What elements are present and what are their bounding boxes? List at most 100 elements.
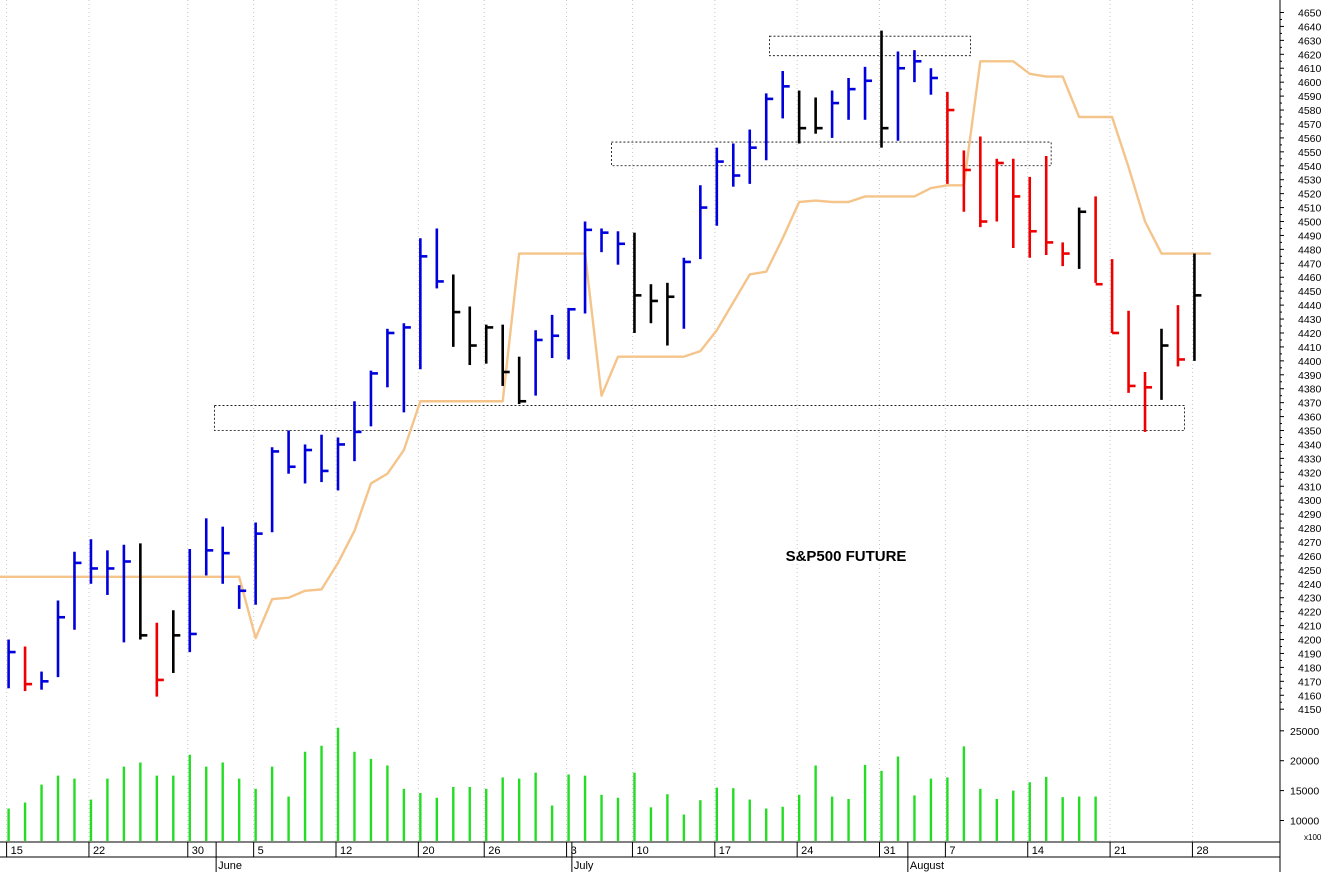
price-bar	[451, 274, 461, 347]
price-bar	[89, 539, 98, 584]
price-tick-label: 4490	[1298, 230, 1322, 242]
day-tick-label: 24	[801, 845, 813, 857]
price-bar	[73, 551, 82, 630]
price-tick-label: 4180	[1298, 662, 1322, 674]
price-bar	[633, 232, 642, 333]
day-tick-label: 3	[571, 845, 577, 857]
day-tick-label: 15	[11, 845, 23, 857]
price-tick-label: 4210	[1298, 621, 1322, 633]
price-tick-label: 4170	[1298, 676, 1322, 688]
price-bar	[814, 97, 823, 134]
price-bar	[616, 231, 625, 265]
day-tick-label: 17	[719, 845, 731, 857]
day-tick-label: 28	[1196, 845, 1208, 857]
moving-average-path	[0, 60, 1211, 640]
price-tick-label: 4420	[1298, 328, 1322, 340]
price-bar	[1044, 156, 1054, 255]
day-tick-label: 10	[636, 845, 648, 857]
price-tick-label: 4270	[1298, 537, 1322, 549]
price-bar	[847, 77, 856, 120]
price-tick-label: 4500	[1298, 217, 1322, 229]
price-bar	[1077, 207, 1087, 269]
volume-tick-label: 15000	[1290, 786, 1319, 798]
price-tick-label: 4320	[1298, 467, 1322, 479]
price-tick-label: 4150	[1298, 704, 1322, 716]
price-bar	[155, 622, 164, 697]
price-bar	[386, 328, 395, 388]
price-tick-label: 4290	[1298, 509, 1322, 521]
price-bar	[122, 544, 131, 643]
price-bar	[682, 257, 691, 329]
price-bar	[336, 437, 345, 491]
day-tick-label: 14	[1032, 845, 1044, 857]
price-bar	[468, 306, 477, 366]
price-bar	[699, 185, 708, 260]
price-tick-label: 4470	[1298, 258, 1322, 270]
price-tick-label: 4310	[1298, 481, 1322, 493]
price-bar	[534, 330, 543, 396]
price-tick-label: 4350	[1298, 426, 1322, 438]
volume-unit-label: x100	[1304, 833, 1322, 842]
price-tick-label: 4590	[1298, 91, 1322, 103]
price-bar	[781, 71, 790, 119]
day-tick-label: 31	[884, 845, 896, 857]
price-bar	[962, 150, 971, 212]
price-bar	[764, 93, 774, 161]
month-label: July	[574, 860, 594, 872]
chart-grid	[6, 0, 1193, 842]
price-bar	[666, 282, 675, 346]
price-bar	[583, 221, 593, 314]
price-tick-label: 4250	[1298, 565, 1322, 577]
consolidation-zones	[214, 35, 1185, 431]
price-bar	[7, 639, 16, 689]
price-bar	[172, 610, 181, 673]
price-bar	[1110, 259, 1120, 335]
price-tick-label: 4160	[1298, 690, 1322, 702]
price-bar	[402, 323, 411, 413]
day-tick-label: 20	[422, 845, 434, 857]
price-tick-label: 4450	[1298, 286, 1322, 298]
price-tick-label: 4280	[1298, 523, 1322, 535]
price-tick-label: 4530	[1298, 175, 1322, 187]
price-bar	[501, 324, 510, 386]
price-bar	[139, 543, 148, 640]
day-tick-label: 21	[1114, 845, 1126, 857]
price-bar	[1094, 196, 1103, 286]
price-bar	[748, 129, 757, 184]
price-tick-label: 4200	[1298, 635, 1322, 647]
price-tick-label: 4580	[1298, 105, 1322, 117]
price-bar	[1061, 242, 1070, 267]
volume-tick-label: 10000	[1290, 816, 1319, 828]
price-tick-label: 4610	[1298, 63, 1322, 75]
price-bar	[204, 518, 214, 576]
price-bar	[929, 68, 938, 95]
volume-tick-label: 25000	[1290, 726, 1319, 738]
price-bar	[106, 550, 115, 595]
price-bar	[517, 356, 527, 405]
price-tick-label: 4620	[1298, 49, 1322, 61]
volume-tick-label: 20000	[1290, 756, 1319, 768]
price-bars	[7, 30, 1202, 697]
price-tick-label: 4370	[1298, 398, 1322, 410]
volume-bars	[7, 727, 1097, 841]
price-bar	[600, 228, 609, 253]
price-tick-label: 4510	[1298, 203, 1322, 215]
price-tick-label: 4560	[1298, 133, 1322, 145]
price-bar	[1143, 371, 1153, 432]
price-bar	[56, 600, 66, 678]
price-tick-label: 4460	[1298, 272, 1322, 284]
price-bar	[270, 447, 280, 533]
price-tick-label: 4630	[1298, 35, 1322, 47]
price-bar	[320, 434, 329, 483]
price-bar	[731, 143, 741, 187]
price-bar	[913, 50, 922, 83]
moving-average-line	[0, 60, 1211, 640]
price-tick-label: 4550	[1298, 147, 1322, 159]
price-bar	[1193, 253, 1202, 361]
day-tick-label: 30	[192, 845, 204, 857]
chart-title: S&P500 FUTURE	[786, 548, 907, 565]
price-tick-label: 4520	[1298, 189, 1322, 201]
price-bar	[419, 238, 428, 370]
